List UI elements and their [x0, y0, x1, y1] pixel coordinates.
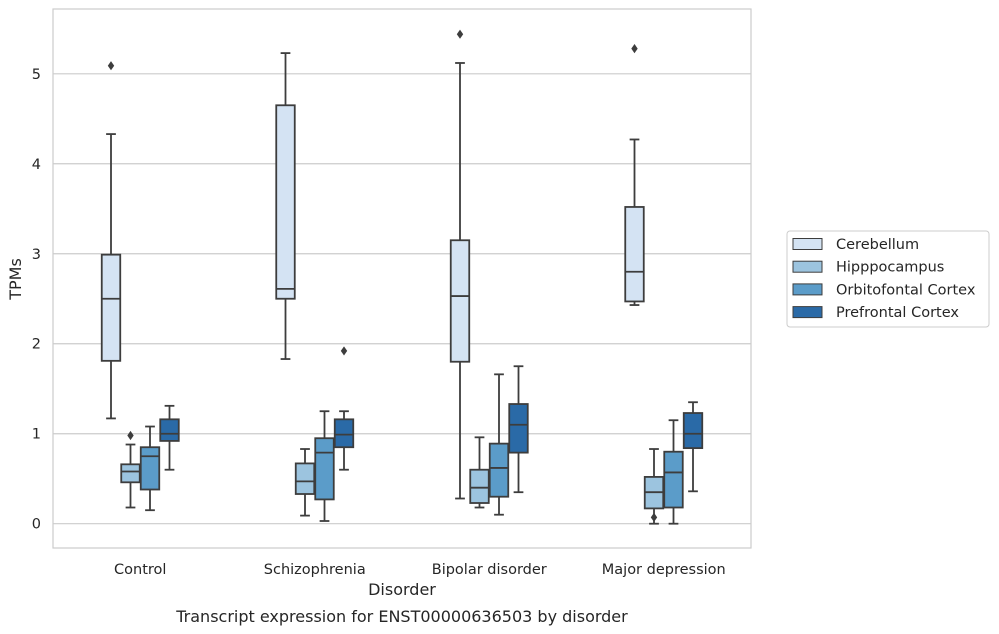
box-prefrontal-cortex	[333, 346, 355, 471]
box-iqr	[275, 104, 296, 300]
legend-label: Hipppocampus	[836, 260, 944, 276]
chart-title: Transcript expression for ENST0000063650…	[175, 607, 628, 626]
box-iqr	[294, 462, 316, 495]
x-tick-label: Major depression	[602, 562, 726, 578]
box-cerebellum	[624, 43, 645, 306]
box-hipppocampus	[643, 448, 665, 525]
box-iqr	[624, 206, 645, 303]
box-hipppocampus	[469, 436, 490, 509]
x-tick-label: Bipolar disorder	[432, 562, 547, 578]
outlier-point	[456, 29, 464, 39]
box-orbitofontal-cortex	[139, 425, 161, 512]
legend-label: Cerebellum	[836, 237, 919, 253]
legend-frame	[786, 230, 990, 328]
x-axis-label: Disorder	[368, 580, 436, 599]
outlier-point	[631, 43, 638, 54]
box-iqr	[682, 412, 704, 450]
x-tick-label: Control	[114, 562, 166, 578]
box-cerebellum	[275, 52, 296, 360]
box-plots	[100, 29, 704, 525]
legend-label: Prefrontal Cortex	[836, 305, 959, 321]
y-tick-label: 2	[32, 337, 41, 353]
legend-swatch	[792, 306, 823, 319]
box-cerebellum	[100, 61, 122, 420]
box-iqr	[449, 239, 471, 363]
box-iqr	[139, 446, 161, 491]
y-tick-label: 0	[32, 517, 41, 533]
box-iqr	[508, 403, 529, 454]
box-iqr	[469, 468, 490, 504]
box-iqr	[100, 253, 122, 362]
box-hipppocampus	[294, 448, 316, 517]
plot-frame	[52, 8, 752, 549]
y-tick-labels: 0 1 2 3 4 5	[32, 67, 41, 533]
outlier-point	[107, 61, 115, 71]
box-hipppocampus	[120, 430, 141, 509]
outlier-point	[127, 430, 134, 441]
x-tick-labels: Control Schizophrenia Bipolar disorder Majo…	[114, 562, 726, 578]
box-orbitofontal-cortex	[314, 410, 335, 522]
box-orbitofontal-cortex	[488, 373, 510, 516]
box-iqr	[159, 418, 180, 442]
box-iqr	[663, 450, 684, 509]
box-prefrontal-cortex	[159, 404, 180, 471]
legend: Cerebellum Hipppocampus Orbitofontal Corte…	[786, 230, 990, 328]
legend-swatch	[792, 238, 823, 250]
x-tick-label: Schizophrenia	[264, 562, 366, 578]
box-prefrontal-cortex	[508, 365, 529, 494]
box-iqr	[488, 442, 510, 498]
legend-label: Orbitofontal Cortex	[836, 282, 976, 298]
legend-swatch	[792, 283, 823, 296]
box-iqr	[314, 437, 335, 501]
box-iqr	[120, 463, 141, 484]
y-tick-label: 5	[32, 67, 41, 83]
legend-swatch	[792, 260, 823, 273]
box-prefrontal-cortex	[682, 401, 704, 493]
y-tick-label: 4	[32, 157, 41, 173]
y-axis-label: TPMs	[6, 258, 25, 301]
box-cerebellum	[449, 29, 471, 500]
box-orbitofontal-cortex	[663, 419, 684, 525]
outlier-point	[650, 512, 658, 523]
box-iqr	[333, 418, 355, 449]
y-tick-label: 1	[32, 427, 41, 443]
y-tick-label: 3	[32, 247, 41, 263]
outlier-point	[340, 346, 348, 356]
